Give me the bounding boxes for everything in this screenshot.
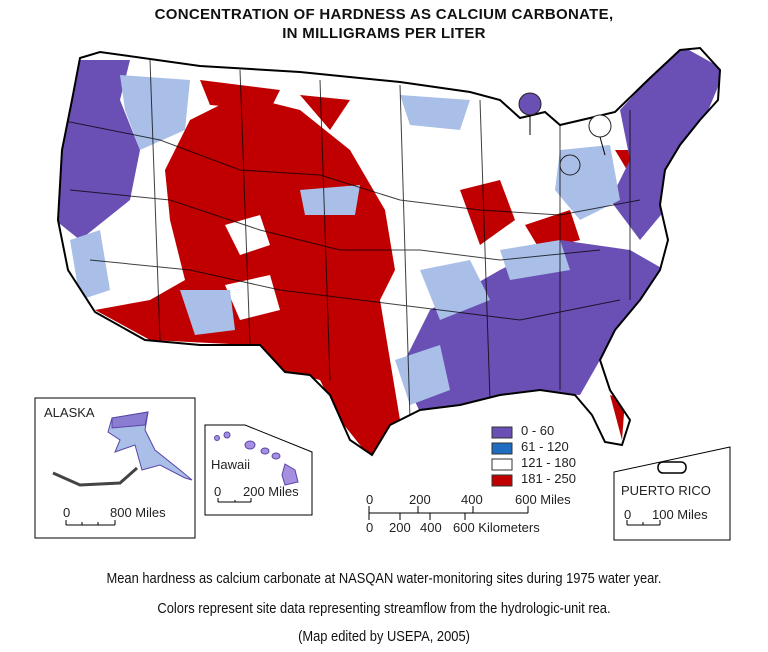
- site-marker: [518, 92, 542, 116]
- alaska-label: ALASKA: [44, 405, 95, 420]
- scale-km-0: 0: [366, 520, 374, 535]
- hardness-map: [34, 47, 731, 541]
- hawaii-scale-zero: 0: [214, 484, 222, 499]
- scale-km-200: 200: [389, 520, 411, 535]
- legend-swatch: [491, 442, 513, 455]
- scale-miles-400: 400: [461, 492, 483, 507]
- caption-line2: Colors represent site data representing …: [157, 600, 611, 617]
- legend-swatch: [491, 426, 513, 439]
- pr-scale-label: 100 Miles: [652, 507, 708, 522]
- hawaii-scale-label: 200 Miles: [243, 484, 299, 499]
- map-title-line1: CONCENTRATION OF HARDNESS AS CALCIUM CAR…: [154, 6, 614, 23]
- legend-swatch: [491, 474, 513, 487]
- legend-label: 121 - 180: [521, 455, 576, 470]
- site-marker: [588, 114, 612, 138]
- puerto-rico-label: PUERTO RICO: [621, 483, 711, 498]
- scale-miles-200: 200: [409, 492, 431, 507]
- scale-bar: [368, 506, 529, 520]
- legend: [491, 426, 513, 487]
- legend-label: 61 - 120: [521, 439, 569, 454]
- alaska-scale-label: 800 Miles: [110, 505, 166, 520]
- scale-km-400: 400: [420, 520, 442, 535]
- legend-label: 0 - 60: [521, 423, 555, 438]
- scale-miles-600: 600 Miles: [515, 492, 571, 507]
- site-marker: [559, 154, 581, 176]
- caption-line3: (Map edited by USEPA, 2005): [298, 628, 470, 645]
- caption-line1: Mean hardness as calcium carbonate at NA…: [106, 570, 662, 587]
- hawaii-inset: [204, 424, 313, 516]
- map-title-line2: IN MILLIGRAMS PER LITER: [282, 25, 486, 42]
- scale-km-600: 600 Kilometers: [453, 520, 540, 535]
- scale-miles-0: 0: [366, 492, 374, 507]
- hawaii-label: Hawaii: [211, 457, 251, 472]
- puerto-rico-inset: [613, 446, 731, 541]
- legend-swatch: [491, 458, 513, 471]
- pr-scale-zero: 0: [624, 507, 632, 522]
- alaska-scale-zero: 0: [63, 505, 71, 520]
- legend-label: 181 - 250: [521, 471, 576, 486]
